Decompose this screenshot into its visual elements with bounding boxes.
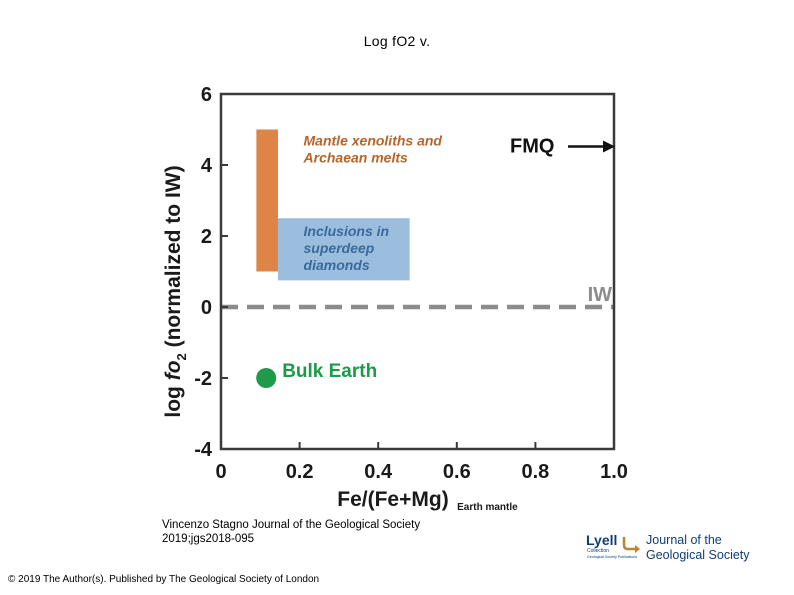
plot-frame [219, 92, 616, 451]
region-label-line: diamonds [304, 257, 370, 273]
copyright-notice: © 2019 The Author(s). Published by The G… [8, 574, 320, 585]
y-axis-label: log fo2 (normalized to IW) [162, 165, 189, 417]
logo-tagline-text: Geological Society Publications [587, 555, 637, 559]
x-tick-label: 0.2 [286, 461, 314, 483]
y-tick-label: 0 [201, 297, 212, 319]
fmq-label: FMQ [510, 135, 554, 157]
data-point-label: Bulk Earth [282, 361, 377, 382]
y-ticks: 6 4 2 0 -2 -4 [194, 84, 228, 461]
x-axis-label: Fe/(Fe+Mg) Earth mantle [337, 488, 518, 513]
slide-title: Log fO2 v. [363, 33, 431, 49]
region-label-line: Inclusions in [304, 223, 390, 239]
logo-arrowhead-icon [635, 545, 640, 553]
region-label-line: Mantle xenoliths and [304, 132, 443, 148]
y-tick-label: 4 [201, 155, 213, 177]
logo-journal-line2: Geological Society [646, 548, 750, 562]
x-tick-label: 0.6 [443, 461, 471, 483]
x-ticks: 0 0.2 0.4 0.6 0.8 1.0 [215, 442, 628, 483]
logo-journal-line1: Journal of the [646, 533, 722, 547]
y-tick-label: -4 [194, 439, 213, 461]
y-tick-label: -2 [194, 368, 212, 390]
regions-layer [256, 129, 410, 281]
fmq-arrowhead-icon [603, 140, 615, 153]
region-label-line: superdeep [304, 240, 375, 256]
fo2-chart: 0 0.2 0.4 0.6 0.8 1.0 6 4 2 0 -2 -4 IW Mantle xenol… [162, 84, 628, 513]
citation: Vincenzo Stagno Journal of the Geologica… [162, 519, 421, 545]
x-tick-label: 0.8 [521, 461, 549, 483]
region-inclusions-in-superdeep-diamonds [277, 218, 410, 281]
y-tick-label: 6 [201, 84, 212, 106]
points-layer [256, 368, 277, 388]
x-tick-label: 0 [215, 461, 226, 483]
fmq-annotation: FMQ [510, 135, 615, 157]
logo-lyell-text: Lyell [586, 532, 617, 548]
data-point-bulk-earth [256, 368, 277, 388]
x-tick-label: 0.4 [364, 461, 393, 483]
region-label-line: Archaean melts [303, 149, 408, 165]
y-tick-label: 2 [201, 226, 212, 248]
logo-arrow-icon [622, 537, 636, 551]
x-tick-label: 1.0 [600, 461, 628, 483]
journal-logo[interactable]: Lyell Collection Geological Society Publ… [584, 528, 754, 564]
region-mantle-xenoliths-and-archaean-melts [256, 129, 278, 272]
logo-collection-text: Collection [587, 548, 609, 554]
reference-line-label-iw: IW [588, 284, 613, 306]
